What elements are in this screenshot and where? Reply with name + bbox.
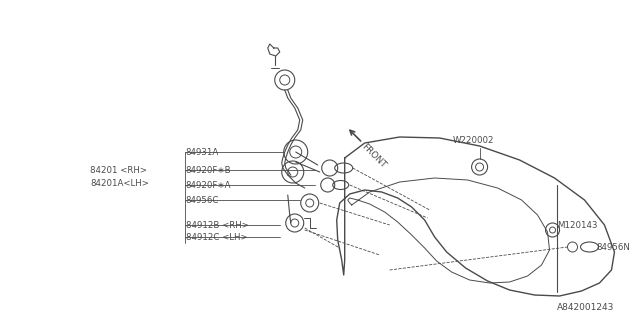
Text: 84201 <RH>: 84201 <RH> <box>90 165 147 174</box>
Text: M120143: M120143 <box>557 220 598 229</box>
Text: W220002: W220002 <box>452 135 494 145</box>
Text: 84956N: 84956N <box>596 243 630 252</box>
Text: A842001243: A842001243 <box>557 303 614 313</box>
Text: 84912B <RH>: 84912B <RH> <box>186 220 249 229</box>
Text: 84931A: 84931A <box>186 148 219 156</box>
Text: 84201A<LH>: 84201A<LH> <box>90 179 148 188</box>
Text: 84956C: 84956C <box>186 196 220 204</box>
Text: 84912C <LH>: 84912C <LH> <box>186 233 248 242</box>
Text: 84920F∗B: 84920F∗B <box>186 165 232 174</box>
Text: FRONT: FRONT <box>360 142 387 170</box>
Text: 84920F∗A: 84920F∗A <box>186 180 231 189</box>
